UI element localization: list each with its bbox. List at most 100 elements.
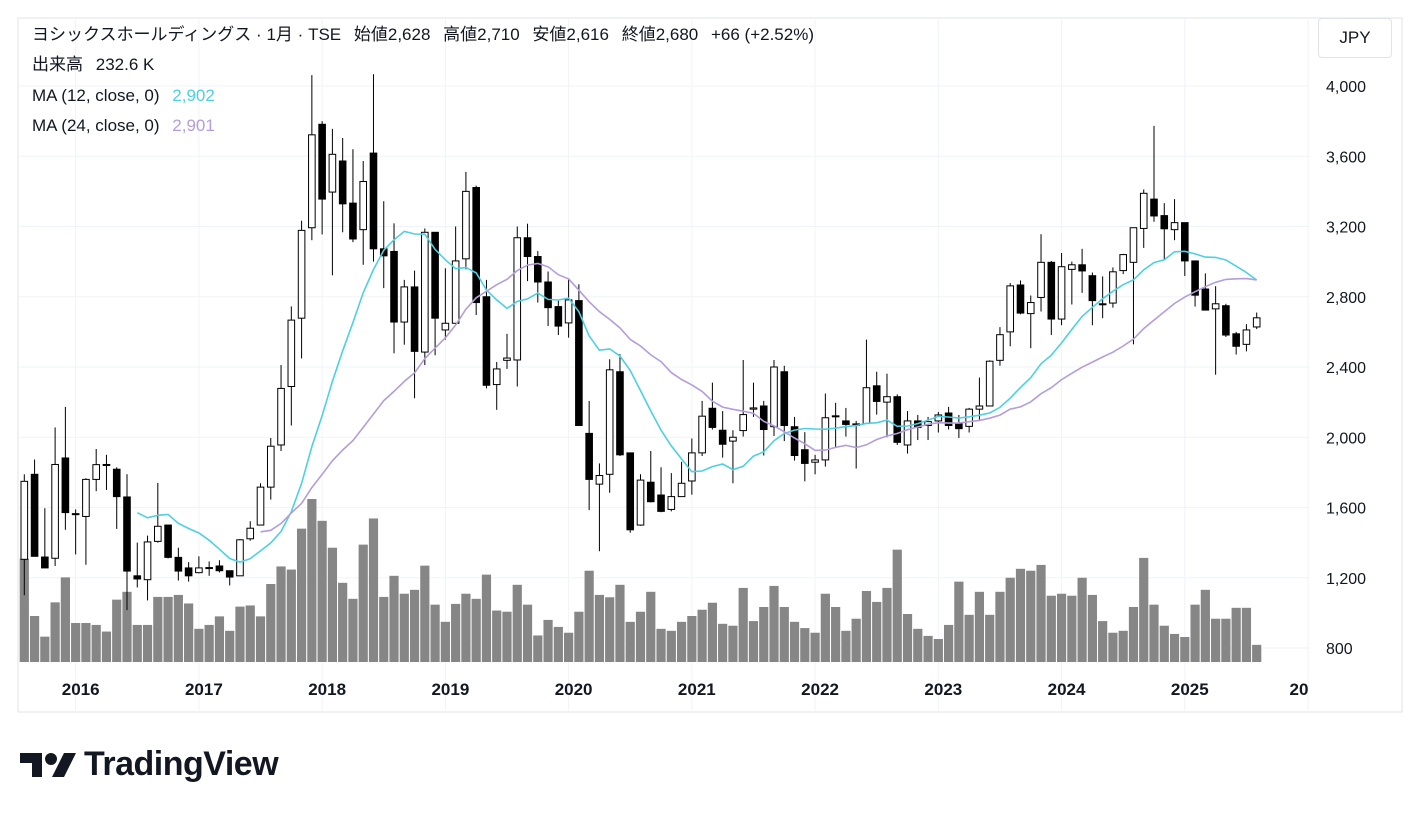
candle-body: [646, 481, 655, 503]
candle-body: [1047, 261, 1056, 320]
volume-bar: [235, 606, 245, 662]
volume-bar: [1200, 589, 1210, 662]
volume-bar: [666, 630, 676, 662]
candle-body: [318, 123, 326, 200]
candle-body: [1006, 285, 1015, 333]
candle-body: [903, 420, 912, 446]
separator: ·: [297, 25, 304, 44]
volume-bar: [697, 609, 707, 662]
candle: [164, 524, 172, 559]
volume-bar: [738, 587, 748, 662]
volume-bar: [892, 549, 902, 662]
ma24-legend[interactable]: MA (24, close, 0) 2,901: [32, 116, 215, 136]
candle: [215, 560, 224, 573]
candle: [421, 228, 429, 366]
tradingview-logo[interactable]: TradingView: [20, 745, 279, 784]
change-value: +66 (+2.52%): [710, 25, 814, 44]
low-value: 2,616: [566, 25, 609, 44]
volume-bar: [204, 624, 214, 662]
candle: [811, 454, 819, 475]
symbol-name[interactable]: ヨシックスホールディングス: [32, 25, 252, 44]
volume-bar: [974, 591, 985, 662]
candle-body: [688, 452, 696, 482]
candle: [492, 361, 501, 410]
volume-bar: [656, 628, 666, 662]
candle-body: [215, 565, 224, 572]
candle-body: [595, 475, 604, 485]
candle: [318, 121, 326, 235]
candle: [513, 226, 522, 387]
candle: [369, 74, 378, 262]
volume-bar: [1046, 595, 1056, 662]
candle-body: [246, 527, 255, 540]
candle: [410, 270, 419, 399]
candle: [1047, 260, 1056, 336]
candle-body: [749, 407, 758, 410]
tradingview-logo-text: TradingView: [84, 745, 279, 783]
candle: [636, 474, 645, 526]
candle: [1252, 312, 1261, 330]
volume-bar: [153, 596, 163, 662]
volume-bar: [564, 632, 574, 662]
ma12-legend[interactable]: MA (12, close, 0) 2,902: [32, 86, 215, 106]
volume-bar: [1118, 630, 1128, 662]
candle-body: [575, 300, 583, 426]
volume-bar: [440, 621, 450, 662]
candle: [51, 427, 59, 566]
time-axis[interactable]: 2016 2017 2018 2019 2020 2021 2022 2023 2024 2025…: [62, 680, 1309, 699]
volume-bar: [358, 544, 368, 662]
volume-bar: [317, 520, 327, 662]
candle: [1170, 199, 1179, 241]
candle-body: [616, 371, 624, 456]
candle-body: [20, 480, 29, 560]
candle-body: [143, 541, 152, 581]
price-tick-label: 4,000: [1326, 79, 1366, 96]
volume-bar: [112, 599, 122, 662]
volume-bar: [255, 616, 266, 662]
candle-body: [831, 415, 840, 418]
candle: [1057, 253, 1066, 326]
volume-bar: [1180, 637, 1190, 662]
candle-body: [441, 322, 450, 331]
volume-bar: [635, 611, 646, 662]
candle-body: [51, 463, 59, 559]
volume-bar: [1139, 557, 1149, 662]
volume-bar: [184, 603, 194, 662]
volume-bar: [687, 615, 697, 662]
candle: [626, 452, 635, 533]
candle-body: [195, 567, 203, 574]
volume-bar: [964, 614, 974, 662]
candle-body: [1201, 288, 1210, 311]
price-axis[interactable]: 4,000 3,600 3,200 2,800 2,400 2,000 1,600 1,200…: [1326, 79, 1366, 658]
volume-bar: [923, 635, 933, 662]
currency-button[interactable]: JPY: [1318, 18, 1392, 58]
candle-body: [534, 256, 542, 283]
candle: [482, 279, 491, 389]
candle-body: [1139, 192, 1148, 229]
ma24-label: MA (24, close, 0): [32, 116, 160, 135]
candle-body: [1181, 222, 1189, 262]
time-tick-label: 2019: [431, 680, 469, 699]
candle: [718, 411, 727, 458]
volume-bar: [872, 601, 882, 662]
volume-bar: [728, 625, 738, 662]
volume-bar: [214, 616, 225, 662]
candle-body: [174, 556, 183, 572]
volume-bar: [40, 636, 50, 662]
volume-bar: [1128, 607, 1139, 662]
candle: [184, 562, 193, 582]
candle-body: [821, 417, 830, 461]
volume-bar: [759, 607, 769, 662]
candle: [1119, 253, 1127, 275]
volume-bar: [861, 591, 872, 662]
candle-body: [554, 306, 563, 327]
volume-bar: [1169, 633, 1180, 662]
volume-bar: [1056, 593, 1067, 662]
chart-frame: [17, 17, 1403, 713]
volume-bar: [913, 628, 923, 662]
candle-body: [297, 229, 306, 319]
candle-body: [205, 567, 213, 570]
candle-body: [626, 452, 635, 531]
volume-bar: [461, 593, 471, 662]
